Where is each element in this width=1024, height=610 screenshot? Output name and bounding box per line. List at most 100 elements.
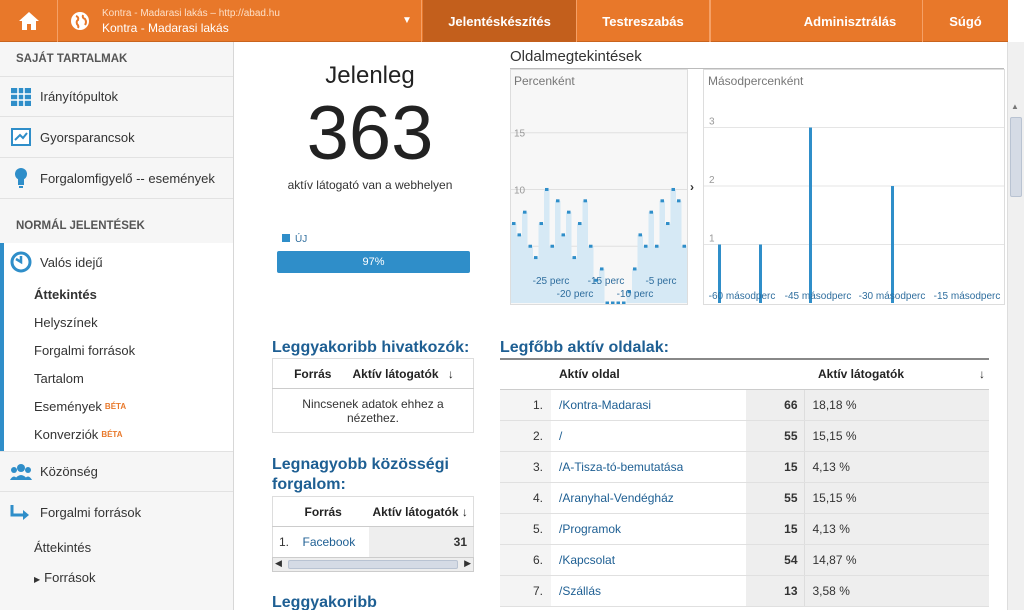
bar-cap (545, 187, 549, 191)
referrals-heading: Leggyakoribb hivatkozók: (272, 339, 470, 356)
bar (809, 127, 812, 303)
current-title: Jelenleg (325, 62, 415, 89)
sidebar-sub-conversions[interactable]: Konverziók BÉTA (4, 421, 233, 451)
table-row[interactable]: 2./55 15,15 % (500, 420, 989, 452)
table-row[interactable]: 7./Szállás 13 3,58 % (500, 575, 989, 607)
new-visitor-bar: 97% (277, 251, 470, 273)
sidebar-sub-sources[interactable]: ▶ Források (0, 563, 233, 593)
row-count: 55 (746, 482, 805, 514)
bar (533, 257, 539, 303)
row-source-link[interactable]: Facebook (302, 535, 356, 549)
people-icon (10, 461, 32, 483)
bar (891, 186, 894, 303)
sidebar-sub-locations[interactable]: Helyszínek (4, 309, 233, 337)
col-active[interactable]: Aktív látogatók ↓ (352, 358, 474, 389)
nav-help[interactable]: Súgó (949, 13, 982, 29)
x-tick-label: -5 perc (645, 276, 676, 287)
row-num: 6. (500, 544, 551, 576)
row-page-link[interactable]: /Aranyhal-Vendégház (551, 482, 746, 514)
bar-cap (578, 222, 582, 226)
keywords-heading: Leggyakoribb (272, 594, 377, 610)
sidebar-item-traffic[interactable]: Forgalmi források (0, 492, 233, 533)
sidebar-item-intelligence-events[interactable]: Forgalomfigyelő -- események (0, 158, 233, 199)
col-active[interactable]: Aktív látogatók ↓ (368, 496, 474, 527)
bar-cap (572, 256, 576, 260)
col-active[interactable]: Aktív látogatók ↓ (746, 359, 989, 390)
sidebar-item-shortcuts[interactable]: Gyorsparancsok (0, 117, 233, 158)
sub-label: Források (44, 570, 96, 585)
home-button[interactable] (0, 0, 58, 42)
bar-cap (556, 199, 560, 203)
sidebar-sub-events[interactable]: Események BÉTA (4, 393, 233, 421)
horizontal-scrollbar[interactable]: ◀ ▶ (272, 557, 474, 572)
bar (681, 246, 687, 303)
sub-label: Áttekintés (34, 540, 92, 555)
sidebar-item-audience[interactable]: Közönség (0, 451, 233, 492)
row-page-link[interactable]: /Kontra-Madarasi (551, 389, 746, 421)
row-page-link[interactable]: /Szállás (551, 575, 746, 607)
x-tick-label: -30 másodperc (859, 291, 926, 302)
scroll-up-icon[interactable]: ▲ (1011, 102, 1019, 111)
sidebar-item-label: Forgalmi források (40, 505, 142, 520)
col-source[interactable]: Forrás (272, 358, 353, 389)
account-selector[interactable]: Kontra - Madarasi lakás – http://abad.hu… (60, 0, 422, 42)
sidebar-item-label: Gyorsparancsok (40, 129, 135, 145)
bar-cap (660, 199, 664, 203)
nav-customization[interactable]: Testreszabás (577, 0, 710, 42)
nav-reporting[interactable]: Jelentéskészítés (423, 0, 577, 42)
bar (527, 246, 533, 303)
row-percent: 15,15 % (804, 482, 989, 514)
col-page[interactable]: Aktív oldal (551, 359, 746, 390)
sidebar-sub-overview[interactable]: Áttekintés (4, 281, 233, 309)
row-page-link[interactable]: /A-Tisza-tó-bemutatása (551, 451, 746, 483)
beta-badge: BÉTA (101, 430, 123, 439)
bar (588, 246, 594, 303)
per-minute-chart: Percenként 15105-25 perc-15 perc-5 perc-… (510, 69, 688, 305)
x-tick-label: -60 másodperc (709, 291, 776, 302)
row-num: 1. (500, 389, 551, 421)
nav-divider (710, 0, 711, 42)
row-page-link[interactable]: /Kapcsolat (551, 544, 746, 576)
col-source[interactable]: Forrás (302, 496, 369, 527)
row-percent: 14,87 % (804, 544, 989, 576)
sidebar-sub-content[interactable]: Tartalom (4, 365, 233, 393)
scroll-right-icon[interactable]: ▶ (464, 558, 471, 568)
table-row[interactable]: 6./Kapcsolat 54 14,87 % (500, 544, 989, 576)
home-icon (18, 12, 39, 30)
table-row[interactable]: 4./Aranyhal-Vendégház 55 15,15 % (500, 482, 989, 514)
row-page-link[interactable]: / (551, 420, 746, 452)
sub-label: Forgalmi források (34, 343, 136, 358)
row-count: 55 (746, 420, 805, 452)
row-num: 3. (500, 451, 551, 483)
social-table: Forrás Aktív látogatók ↓ 1. Facebook 31 (272, 496, 474, 558)
sidebar-sub-traffic-overview[interactable]: Áttekintés (0, 533, 233, 563)
table-row[interactable]: 1. Facebook 31 (273, 526, 474, 558)
scroll-thumb[interactable] (1010, 117, 1022, 197)
page-scrollbar[interactable]: ▲ (1007, 42, 1024, 610)
sidebar-item-label: Közönség (40, 464, 98, 479)
bar (637, 234, 643, 303)
row-percent: 4,13 % (804, 451, 989, 483)
main-content: Jelenleg 363 aktív látogató van a webhel… (235, 42, 1007, 610)
sidebar-sub-traffic-sources[interactable]: Forgalmi források (4, 337, 233, 365)
y-tick-label: 10 (514, 185, 526, 196)
table-row[interactable]: 5./Programok 15 4,13 % (500, 513, 989, 545)
sub-label: Áttekintés (34, 287, 97, 302)
table-row[interactable]: 1./Kontra-Madarasi 66 18,18 % (500, 389, 989, 421)
bar-cap (677, 199, 681, 203)
scroll-left-icon[interactable]: ◀ (275, 558, 282, 568)
sidebar-item-realtime[interactable]: Valós idejű (4, 243, 233, 281)
table-row[interactable]: 3./A-Tisza-tó-bemutatása 15 4,13 % (500, 451, 989, 483)
bar (577, 223, 583, 303)
chart-toggle-arrow[interactable]: › (690, 180, 694, 194)
bar (549, 246, 555, 303)
row-page-link[interactable]: /Programok (551, 513, 746, 545)
scroll-thumb[interactable] (288, 560, 458, 569)
bar (538, 223, 544, 303)
nav-admin[interactable]: Adminisztrálás (778, 0, 923, 42)
sidebar-item-dashboards[interactable]: Irányítópultok (0, 76, 233, 117)
row-percent: 4,13 % (804, 513, 989, 545)
shortcut-icon (10, 126, 32, 148)
row-num: 1. (279, 535, 290, 549)
bar-cap (528, 244, 532, 248)
